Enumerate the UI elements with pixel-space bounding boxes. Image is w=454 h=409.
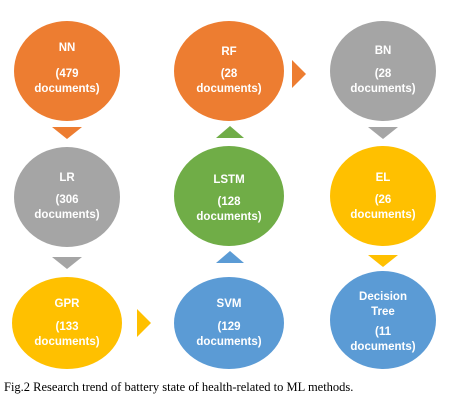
- node-svm-label: SVM: [217, 298, 242, 310]
- node-nn-label: NN: [59, 42, 76, 54]
- node-rf-unit: documents): [196, 83, 261, 95]
- node-lr-unit: documents): [34, 209, 99, 221]
- node-decision-tree-shape: [330, 271, 436, 369]
- node-lr-count: (306: [55, 194, 78, 206]
- arrow-svm-to-lstm: [216, 251, 244, 263]
- node-svm-unit: documents): [196, 336, 261, 348]
- node-bn-unit: documents): [350, 83, 415, 95]
- node-el-unit: documents): [350, 209, 415, 221]
- arrow-bn-to-el: [368, 127, 398, 139]
- node-bn: BN (28 documents): [330, 21, 436, 121]
- node-decision-tree-count: (11: [375, 326, 392, 338]
- node-decision-tree-label: Decision: [359, 291, 407, 303]
- node-svm: SVM (129 documents): [174, 277, 284, 369]
- node-decision-tree-unit: documents): [350, 341, 415, 353]
- node-lr: LR (306 documents): [14, 147, 120, 247]
- node-lstm: LSTM (128 documents): [174, 146, 284, 246]
- ml-methods-flow-diagram: NN (479 documents) RF (28 documents) BN …: [12, 21, 436, 369]
- node-svm-shape: [174, 277, 284, 369]
- node-bn-count: (28: [375, 68, 392, 80]
- node-gpr-count: (133: [55, 321, 78, 333]
- node-el-count: (26: [375, 194, 392, 206]
- node-lstm-count: (128: [217, 196, 241, 208]
- arrow-el-to-decision-tree: [368, 255, 398, 267]
- node-gpr-label: GPR: [55, 298, 81, 310]
- arrow-lstm-to-rf: [216, 126, 244, 138]
- node-rf-label: RF: [221, 46, 236, 58]
- node-lr-shape: [14, 147, 120, 247]
- node-gpr-shape: [12, 277, 122, 369]
- node-decision-tree-label-line2: Tree: [371, 306, 395, 318]
- node-rf-count: (28: [221, 68, 238, 80]
- node-bn-shape: [330, 21, 436, 121]
- node-svm-count: (129: [217, 321, 240, 333]
- node-el-label: EL: [376, 172, 391, 184]
- node-nn-shape: [14, 21, 120, 121]
- arrow-nn-to-lr: [52, 127, 82, 139]
- node-rf: RF (28 documents): [174, 21, 284, 121]
- node-lstm-unit: documents): [196, 211, 261, 223]
- node-bn-label: BN: [375, 45, 392, 57]
- arrow-gpr-to-svm: [137, 309, 151, 337]
- node-lstm-shape: [174, 146, 284, 246]
- node-el: EL (26 documents): [330, 146, 436, 246]
- node-el-shape: [330, 146, 436, 246]
- arrow-rf-to-bn: [292, 60, 306, 88]
- node-rf-shape: [174, 21, 284, 121]
- node-lstm-label: LSTM: [213, 174, 244, 186]
- figure-caption: Fig.2 Research trend of battery state of…: [4, 380, 354, 394]
- node-lr-label: LR: [59, 172, 75, 184]
- node-decision-tree: Decision Tree (11 documents): [330, 271, 436, 369]
- node-nn-unit: documents): [34, 83, 99, 95]
- node-nn: NN (479 documents): [14, 21, 120, 121]
- node-gpr: GPR (133 documents): [12, 277, 122, 369]
- node-gpr-unit: documents): [34, 336, 99, 348]
- node-nn-count: (479: [55, 68, 78, 80]
- arrow-lr-to-gpr: [52, 257, 82, 269]
